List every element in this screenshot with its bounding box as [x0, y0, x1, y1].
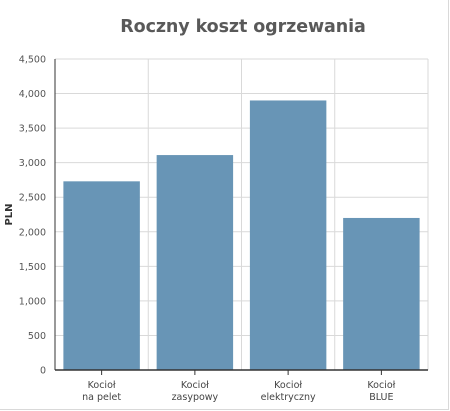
bar — [343, 217, 420, 370]
y-tick-label: 0 — [40, 366, 46, 377]
x-tick-label: Kocioł elektryczny — [261, 380, 316, 403]
bar — [249, 100, 327, 370]
x-tick-label: Kocioł zasypowy — [172, 380, 219, 403]
axes — [54, 59, 428, 375]
y-tick-label: 1,000 — [19, 296, 46, 307]
x-tick-labels: Kocioł na pelet Kocioł zasypowy Kocioł elektr… — [82, 380, 395, 403]
y-tick-labels: 0 500 1,000 1,500 2,000 2,500 3,000 3,500 4,000 4… — [19, 55, 46, 377]
bars — [63, 100, 420, 370]
y-tick-label: 2,000 — [19, 227, 46, 238]
y-tick-label: 3,500 — [19, 124, 46, 135]
y-tick-label: 500 — [28, 331, 46, 342]
y-tick-label: 1,500 — [19, 262, 46, 273]
x-tick-label: Kocioł na pelet — [82, 380, 121, 403]
y-axis-label: PLN — [4, 203, 15, 225]
y-tick-label: 3,000 — [19, 158, 46, 169]
bar — [63, 181, 140, 370]
y-tick-label: 4,500 — [19, 55, 46, 66]
y-tick-label: 4,000 — [19, 89, 46, 100]
y-tick-label: 2,500 — [19, 193, 46, 204]
bar — [156, 155, 234, 370]
x-tick-label: Kocioł BLUE — [367, 380, 395, 403]
chart-title: Roczny koszt ogrzewania — [120, 17, 366, 37]
